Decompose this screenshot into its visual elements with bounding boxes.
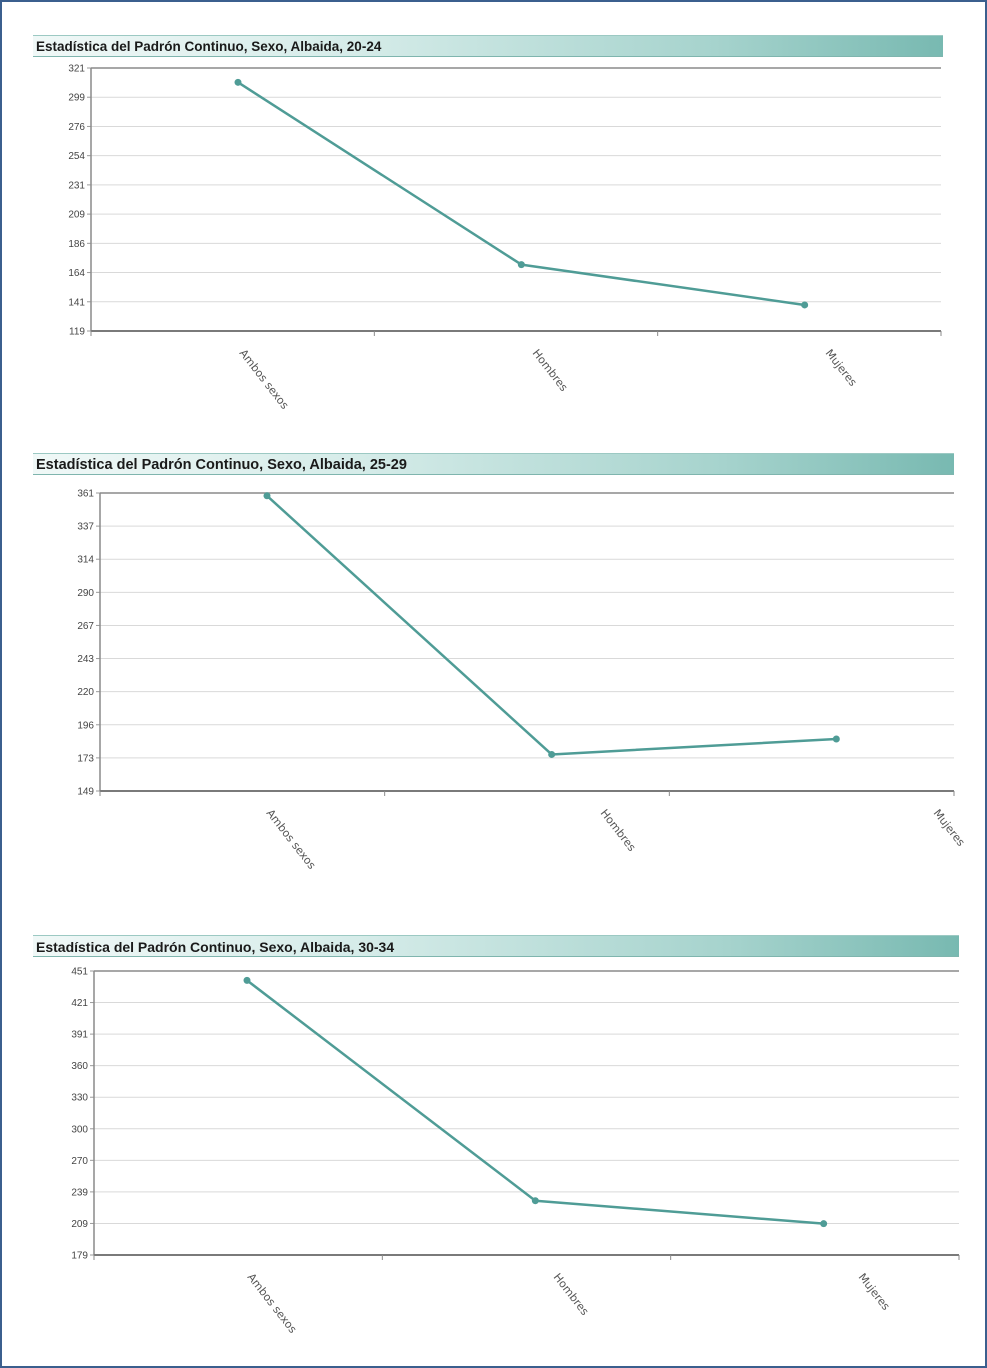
y-tick-label: 361 <box>77 489 94 500</box>
y-tick-label: 209 <box>68 210 85 221</box>
data-point <box>531 1197 539 1205</box>
chart-panel-30-34: Estadística del Padrón Continuo, Sexo, A… <box>33 935 960 1355</box>
data-point <box>243 976 251 984</box>
y-tick-label: 173 <box>77 753 94 764</box>
y-tick-label: 391 <box>71 1030 88 1041</box>
y-tick-label: 164 <box>68 268 85 279</box>
x-category-label: Ambos sexos <box>264 807 319 872</box>
y-tick-label: 254 <box>68 151 85 162</box>
line-chart-30-34: 451 421 391 360 330 300 270 239 209 179 Ambos sexo… <box>71 967 960 1336</box>
x-category-label: Ambos sexos <box>237 347 292 412</box>
y-tick-label: 243 <box>77 654 94 665</box>
y-tick-label: 186 <box>68 239 85 250</box>
y-tick-label: 149 <box>77 787 94 798</box>
y-tick-label: 337 <box>77 522 94 533</box>
x-category-label: Hombres <box>551 1271 592 1318</box>
y-tick-label: 209 <box>71 1219 88 1230</box>
y-tick-label: 179 <box>71 1251 88 1262</box>
line-chart-20-24: 321 299 276 254 231 209 186 164 141 119 Ambos sexo… <box>68 64 942 412</box>
y-tick-label: 451 <box>71 967 88 978</box>
y-tick-label: 290 <box>77 588 94 599</box>
y-tick-label: 239 <box>71 1187 88 1198</box>
y-tick-label: 231 <box>68 180 85 191</box>
x-category-label: Mujeres <box>856 1271 893 1313</box>
y-tick-label: 270 <box>71 1156 88 1167</box>
data-point <box>820 1220 828 1228</box>
series-line <box>237 81 805 307</box>
chart-panel-25-29: Estadística del Padrón Continuo, Sexo, A… <box>33 453 968 893</box>
data-point <box>517 261 525 269</box>
y-tick-label: 360 <box>71 1061 88 1072</box>
y-tick-label: 314 <box>77 555 94 566</box>
chart-title: Estadística del Padrón Continuo, Sexo, A… <box>33 453 954 475</box>
y-tick-label: 196 <box>77 720 94 731</box>
y-tick-label: 276 <box>68 122 85 133</box>
y-tick-label: 300 <box>71 1124 88 1135</box>
data-point <box>832 735 840 743</box>
chart-title: Estadística del Padrón Continuo, Sexo, A… <box>33 35 943 57</box>
x-category-label: Hombres <box>598 807 639 854</box>
y-tick-label: 421 <box>71 998 88 1009</box>
series-line <box>246 979 824 1225</box>
y-tick-label: 220 <box>77 687 94 698</box>
x-category-label: Ambos sexos <box>245 1271 300 1336</box>
data-point <box>801 301 809 309</box>
x-category-label: Hombres <box>530 347 571 394</box>
chart-title: Estadística del Padrón Continuo, Sexo, A… <box>33 935 959 957</box>
x-category-label: Mujeres <box>823 347 860 389</box>
y-tick-label: 330 <box>71 1093 88 1104</box>
data-point <box>263 492 271 500</box>
y-tick-label: 119 <box>69 327 85 338</box>
line-chart-25-29: 361 337 314 290 267 243 220 196 173 149 Ambos sexo… <box>77 489 967 872</box>
y-tick-label: 299 <box>68 93 85 104</box>
chart-panel-20-24: Estadística del Padrón Continuo, Sexo, A… <box>33 35 943 425</box>
data-point <box>234 78 242 86</box>
data-point <box>548 750 556 758</box>
y-tick-label: 321 <box>68 64 85 75</box>
y-tick-label: 267 <box>77 621 94 632</box>
y-tick-label: 141 <box>68 297 85 308</box>
